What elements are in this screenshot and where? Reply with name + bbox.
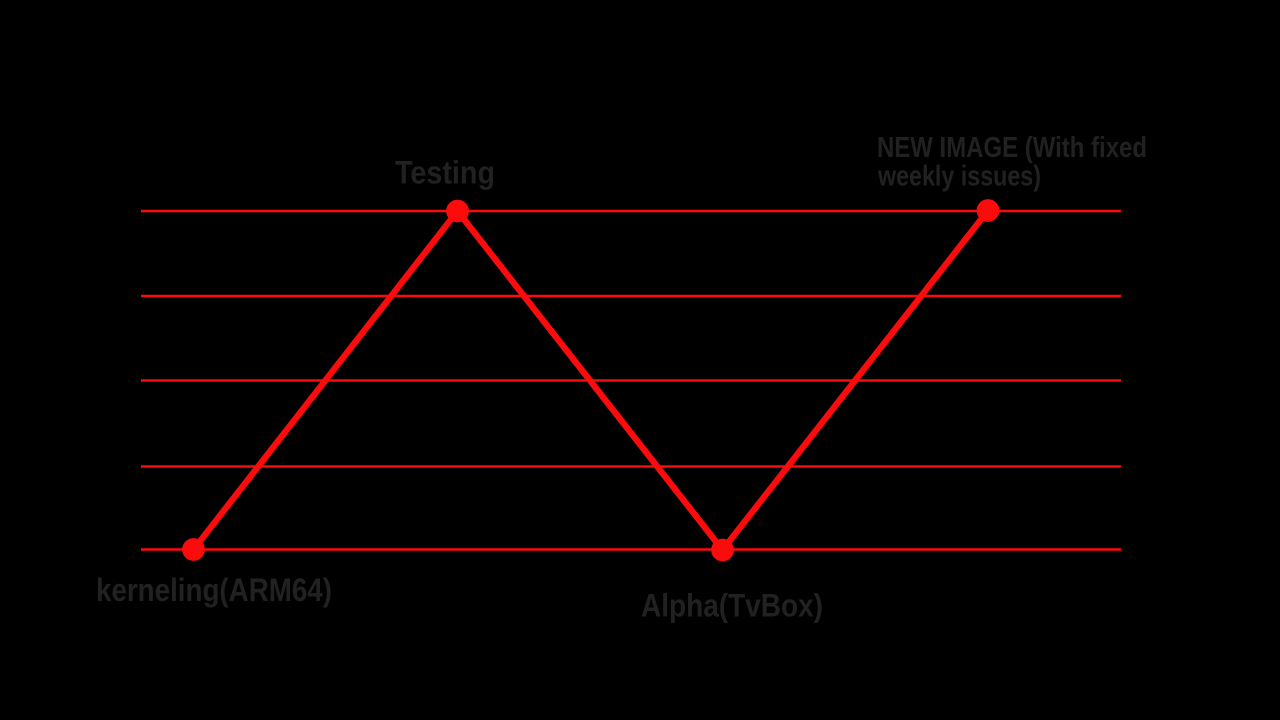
- svg-text:Testing: Testing: [395, 155, 495, 191]
- svg-text:NEW IMAGE (With fixed: NEW IMAGE (With fixed: [877, 132, 1147, 164]
- svg-text:weekly issues): weekly issues): [877, 161, 1041, 193]
- svg-text:Alpha(TvBox): Alpha(TvBox): [641, 588, 823, 624]
- svg-text:kerneling(ARM64): kerneling(ARM64): [96, 572, 332, 608]
